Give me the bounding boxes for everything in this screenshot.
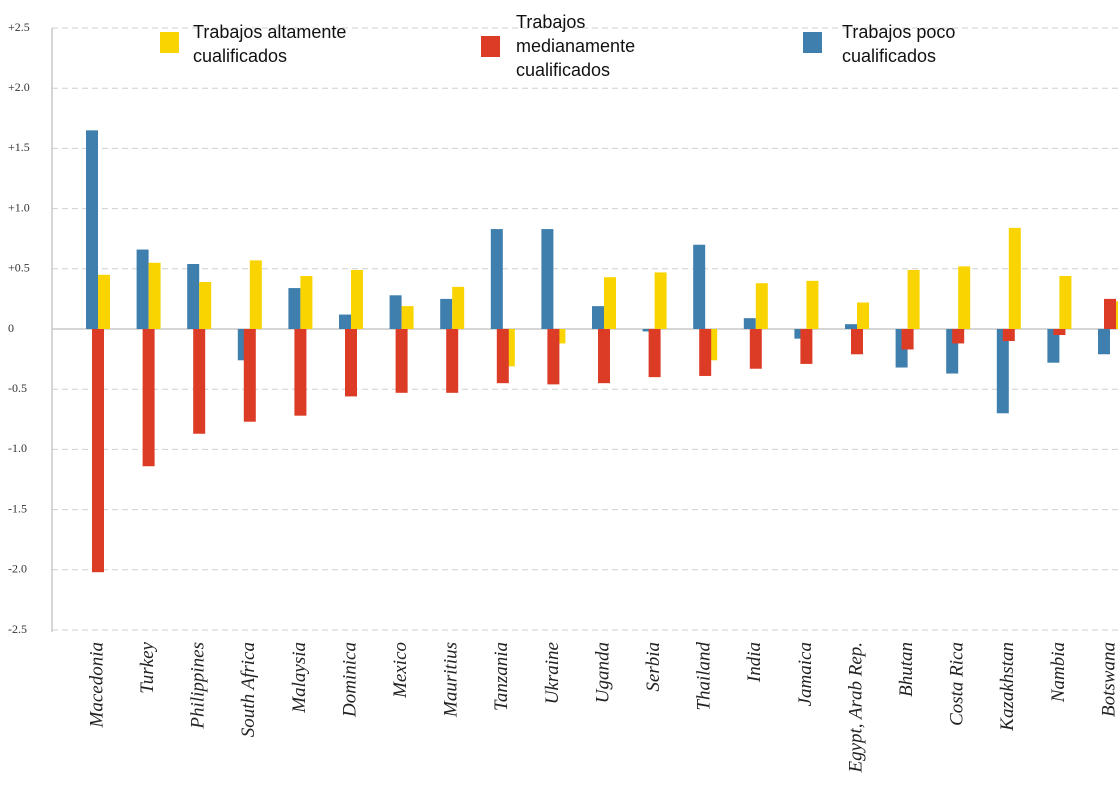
x-tick-label: Costa Rica [947, 642, 968, 726]
bar [1002, 329, 1015, 342]
bar [389, 295, 402, 329]
bar [199, 282, 212, 329]
x-tick-label: Mauritius [441, 642, 462, 718]
legend-swatch [481, 36, 500, 57]
y-tick-label: 0 [8, 321, 14, 335]
bar [446, 329, 459, 393]
bar [339, 314, 351, 329]
bar [496, 329, 509, 384]
bar [958, 266, 971, 329]
bar [136, 249, 149, 329]
x-tick-label: Thailand [694, 642, 715, 711]
x-tick-label: South Africa [238, 642, 259, 737]
x-tick-label: India [744, 642, 765, 683]
bar [604, 277, 616, 329]
bar [699, 329, 712, 376]
x-tick-label: Tanzania [491, 642, 512, 711]
bar [857, 302, 869, 329]
bar [907, 270, 920, 329]
y-tick-label: -2.5 [8, 622, 27, 636]
bar [755, 283, 768, 329]
bar [193, 329, 206, 434]
x-tick-label: Bhutan [896, 642, 917, 697]
x-tick-label: Mexico [390, 642, 411, 699]
y-tick-label: +2.0 [8, 80, 30, 94]
bar [92, 329, 104, 573]
y-tick-label: -1.0 [8, 441, 27, 455]
bar [1008, 227, 1021, 329]
x-tick-label: Nambia [1048, 642, 1069, 703]
x-tick-label: Dominica [339, 642, 360, 718]
bar [1098, 329, 1110, 355]
bar [345, 329, 357, 397]
x-tick-label: Ukraine [542, 642, 563, 704]
bar [598, 329, 610, 384]
y-tick-label: -2.0 [8, 562, 27, 576]
bar [1047, 329, 1060, 363]
bar [547, 329, 560, 385]
bar [300, 276, 313, 329]
bar [351, 270, 363, 329]
bar [1104, 298, 1116, 329]
x-tick-label: Jamaica [795, 642, 816, 706]
bar [800, 329, 813, 364]
x-tick-label: Philippines [188, 642, 209, 730]
bar [142, 329, 155, 467]
y-tick-label: -0.5 [8, 381, 27, 395]
bar [541, 229, 554, 329]
x-tick-label: Malaysia [289, 642, 310, 714]
bar [148, 262, 161, 329]
y-tick-label: +1.0 [8, 200, 30, 214]
bar [86, 130, 98, 329]
legend-swatch [160, 32, 179, 53]
x-tick-label: Serbia [643, 642, 664, 692]
y-tick-label: +2.5 [8, 20, 30, 34]
x-tick-label: Botswana [1098, 642, 1118, 717]
bar [1059, 276, 1072, 329]
x-tick-label: Egypt, Arab Rep. [845, 642, 866, 774]
bar [806, 280, 819, 329]
y-tick-label: -1.5 [8, 501, 27, 515]
bar [901, 329, 914, 350]
bar [243, 329, 256, 422]
x-tick-label: Uganda [592, 642, 613, 703]
bar [648, 329, 661, 378]
legend-swatch [803, 32, 822, 53]
bar [851, 329, 863, 355]
bar [749, 329, 762, 369]
bar [490, 229, 503, 329]
legend-label: Trabajos medianamente cualificados [516, 12, 636, 80]
bar [452, 286, 465, 329]
bar [440, 298, 453, 329]
bar [996, 329, 1009, 414]
y-tick-label: +0.5 [8, 261, 30, 275]
legend-label: Trabajos altamente cualificados [193, 22, 347, 66]
x-tick-label: Kazakhstan [997, 642, 1018, 732]
bar [845, 324, 857, 329]
bar [743, 318, 756, 329]
x-tick-label: Turkey [137, 641, 158, 693]
y-tick-label: +1.5 [8, 140, 30, 154]
legend-label: Trabajos poco cualificados [842, 22, 956, 66]
bar [98, 274, 110, 329]
bar [654, 272, 667, 329]
bar [401, 306, 414, 329]
bar [249, 260, 262, 329]
bar [592, 306, 604, 329]
bar [1053, 329, 1066, 336]
x-tick-label: Macedonia [86, 642, 107, 728]
bar [395, 329, 408, 393]
bar [693, 244, 706, 329]
bar [952, 329, 965, 344]
bar [288, 288, 301, 329]
bar [294, 329, 307, 416]
bar [187, 263, 200, 329]
